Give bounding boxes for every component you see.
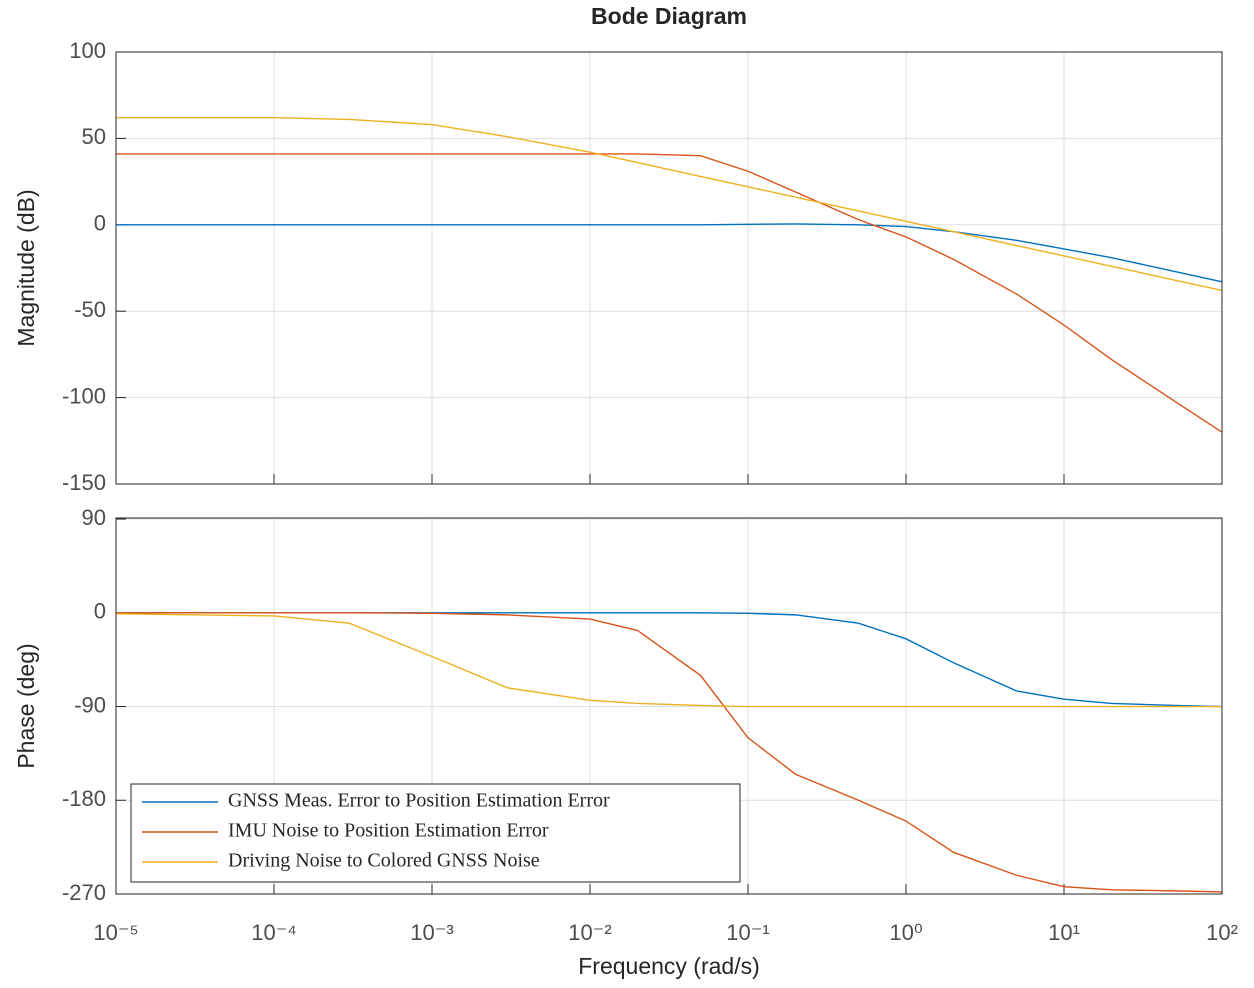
y-tick-label: 100: [69, 38, 106, 63]
y-tick-label: 50: [82, 124, 106, 149]
series-line: [116, 612, 1223, 893]
y-tick-label: -180: [62, 786, 106, 811]
x-tick-label: 10⁻¹: [726, 920, 769, 945]
y-tick-label: 90: [82, 505, 106, 530]
axes-box: [115, 51, 1223, 485]
y-tick-label: -90: [74, 692, 106, 717]
series-line: [116, 223, 1223, 283]
y-axis-label: Magnitude (dB): [13, 189, 39, 346]
y-tick-label: -270: [62, 880, 106, 905]
x-tick-label: 10¹: [1048, 920, 1080, 945]
legend-box: [130, 783, 741, 883]
series-line: [115, 613, 1222, 708]
series-line: [116, 153, 1223, 433]
legend-label: Driving Noise to Colored GNSS Noise: [228, 850, 540, 872]
y-tick-label: -150: [62, 470, 106, 495]
y-tick-label: -50: [74, 297, 106, 322]
series-line: [116, 116, 1223, 292]
axes-box: [115, 517, 1223, 895]
y-tick-label: 0: [94, 599, 106, 624]
x-tick-label: 10⁻²: [568, 920, 611, 945]
legend-label: GNSS Meas. Error to Position Estimation …: [228, 790, 610, 812]
y-tick-label: -100: [62, 383, 106, 408]
x-axis-label: Frequency (rad/s): [578, 953, 760, 979]
x-tick-label: 10²: [1206, 920, 1238, 945]
x-tick-label: 10⁻³: [410, 920, 453, 945]
y-axis-label: Phase (deg): [13, 643, 39, 768]
x-tick-label: 10⁰: [889, 920, 922, 945]
legend-label: IMU Noise to Position Estimation Error: [228, 820, 549, 842]
chart-title: Bode Diagram: [591, 3, 747, 29]
y-tick-label: 0: [94, 211, 106, 236]
plot-area: [116, 52, 1222, 484]
x-tick-label: 10⁻⁴: [251, 920, 297, 945]
x-tick-label: 10⁻⁵: [93, 920, 138, 945]
